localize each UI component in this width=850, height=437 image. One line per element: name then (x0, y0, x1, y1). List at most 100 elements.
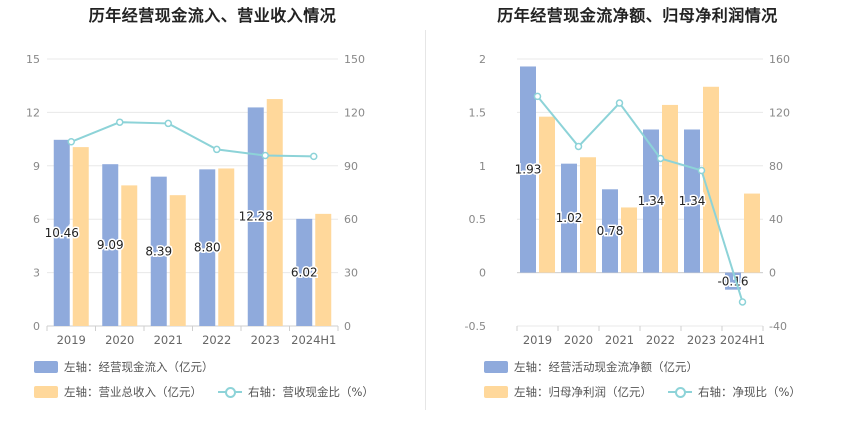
bar (580, 157, 596, 273)
legend-item: 右轴：净现比（%） (668, 384, 801, 400)
x-tick-label: 2024H1 (720, 333, 765, 347)
x-tick-label: 2019 (523, 333, 552, 347)
line-point (310, 152, 318, 161)
x-tick-label: 2019 (57, 333, 86, 347)
line-point (164, 119, 172, 128)
x-tick-label: 2023 (687, 333, 716, 347)
legend-item: 左轴：营业总收入（亿元） (34, 384, 202, 400)
data-label: 8.39 (145, 244, 172, 258)
y-right-tick-label: -40 (769, 320, 787, 333)
bar (643, 129, 659, 273)
line-point (574, 142, 583, 151)
bar (121, 185, 138, 326)
legend-label: 右轴：营收现金比（%） (248, 385, 374, 399)
series-line (70, 121, 314, 158)
x-tick-label: 2023 (251, 333, 280, 347)
bar (561, 163, 577, 273)
bar (247, 107, 264, 326)
data-label: -0.16 (717, 275, 748, 289)
legend-row-2: 左轴：营业总收入（亿元） 右轴：营收现金比（%） (34, 384, 390, 400)
data-label: 1.93 (515, 163, 542, 177)
data-label: 1.34 (679, 194, 706, 208)
panel-divider (425, 30, 426, 410)
bar (169, 195, 186, 326)
y-right-tick-label: 120 (769, 106, 790, 119)
data-label: 1.34 (638, 194, 665, 208)
line-point (738, 298, 747, 306)
bar (53, 139, 70, 326)
y-left-tick-label: 0 (33, 320, 40, 333)
chart-panel-right: 历年经营现金流净额、归母净利润情况 -0.5 -40 0 0 0.5 40 1 80 1.5 12… (425, 0, 850, 437)
y-right-tick-label: 90 (344, 160, 358, 173)
data-label: 12.28 (239, 210, 273, 224)
y-left-tick-label: -0.5 (465, 320, 486, 333)
bar (218, 168, 235, 326)
y-right-tick-label: 80 (769, 160, 783, 173)
x-tick-label: 2021 (154, 333, 183, 347)
data-label: 8.80 (194, 241, 221, 255)
legend-label: 左轴：经营现金流入（亿元） (64, 360, 214, 374)
y-right-tick-label: 60 (344, 213, 358, 226)
line-point (697, 166, 706, 175)
x-tick-label: 2024H1 (291, 333, 336, 347)
chart-svg: 0 0 3 30 6 60 9 90 12 120 15 150 2019 2020 2021 2022 202… (26, 53, 365, 347)
legend-swatch (484, 361, 508, 373)
bar (520, 66, 536, 273)
x-tick-label: 2021 (605, 333, 634, 347)
y-left-tick-label: 9 (33, 160, 40, 173)
bar (662, 104, 678, 273)
legend-label: 左轴：经营活动现金流净额（亿元） (514, 360, 698, 374)
y-left-tick-label: 15 (26, 53, 40, 66)
chart-title: 历年经营现金流入、营业收入情况 (88, 6, 337, 25)
bar (72, 147, 89, 326)
chart-panel-left: 历年经营现金流入、营业收入情况 0 0 3 30 6 60 9 90 12 120 15 150 201… (26, 6, 390, 400)
y-left-tick-label: 12 (26, 106, 40, 119)
data-label: 10.46 (45, 226, 79, 240)
legend-swatch (34, 361, 58, 373)
line-point (533, 92, 542, 101)
y-left-tick-label: 0 (479, 267, 486, 280)
bar (296, 218, 313, 326)
legend-label: 左轴：归母净利润（亿元） (514, 385, 652, 399)
y-right-tick-label: 40 (769, 213, 783, 226)
data-label: 6.02 (291, 265, 318, 279)
line-point (615, 99, 624, 107)
y-right-tick-label: 150 (344, 53, 365, 66)
data-label: 0.78 (597, 224, 624, 238)
bar (150, 176, 167, 326)
legend-swatch (668, 386, 692, 398)
series-line (536, 95, 744, 303)
data-label: 9.09 (97, 238, 124, 252)
y-right-tick-label: 0 (344, 320, 351, 333)
y-left-tick-label: 1 (479, 160, 486, 173)
line-point (656, 154, 665, 163)
legend-swatch (218, 386, 242, 398)
legend-row-1: 左轴：经营活动现金流净额（亿元） (484, 359, 714, 375)
y-left-tick-label: 3 (33, 267, 40, 280)
legend-item: 左轴：归母净利润（亿元） (484, 384, 652, 400)
line-point (116, 118, 124, 126)
y-left-tick-label: 2 (479, 53, 486, 66)
y-right-tick-label: 120 (344, 106, 365, 119)
y-right-tick-label: 0 (769, 267, 776, 280)
x-tick-label: 2020 (105, 333, 134, 347)
x-tick-label: 2022 (646, 333, 675, 347)
bar (621, 207, 637, 273)
y-left-tick-label: 6 (33, 213, 40, 226)
data-label: 1.02 (556, 211, 583, 225)
bar (684, 129, 700, 273)
line-point (67, 138, 75, 146)
y-left-tick-label: 1.5 (469, 106, 487, 119)
legend-item: 左轴：经营活动现金流净额（亿元） (484, 359, 698, 375)
legend-row-1: 左轴：经营现金流入（亿元） (34, 359, 230, 375)
legend-swatch (484, 386, 508, 398)
bar (102, 164, 119, 326)
legend-item: 右轴：营收现金比（%） (218, 384, 374, 400)
chart-svg: -0.5 -40 0 0 0.5 40 1 80 1.5 120 2 160 2019 2020 2021 2… (465, 53, 790, 347)
bar (703, 86, 719, 273)
x-tick-label: 2020 (564, 333, 593, 347)
bar (539, 116, 555, 273)
legend-label: 左轴：营业总收入（亿元） (64, 385, 202, 399)
x-tick-label: 2022 (202, 333, 231, 347)
y-right-tick-label: 30 (344, 267, 358, 280)
